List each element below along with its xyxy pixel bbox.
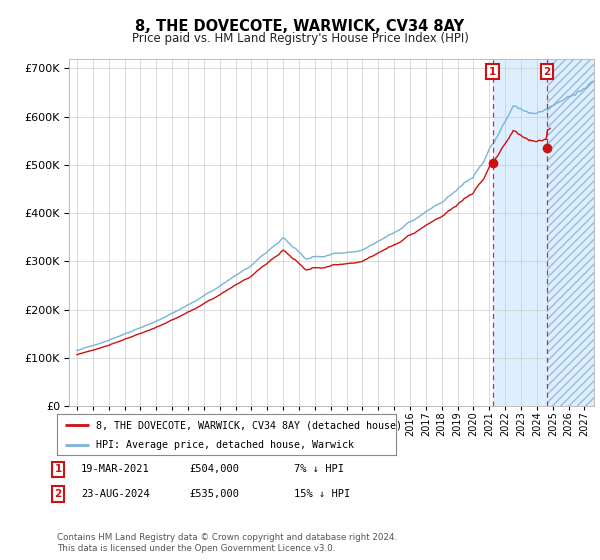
Text: Contains HM Land Registry data © Crown copyright and database right 2024.: Contains HM Land Registry data © Crown c… xyxy=(57,533,397,542)
Text: 1: 1 xyxy=(55,464,62,474)
Text: 8, THE DOVECOTE, WARWICK, CV34 8AY: 8, THE DOVECOTE, WARWICK, CV34 8AY xyxy=(136,20,464,34)
Bar xyxy=(493,59,594,406)
Text: 23-AUG-2024: 23-AUG-2024 xyxy=(81,489,150,499)
Text: 15% ↓ HPI: 15% ↓ HPI xyxy=(294,489,350,499)
Text: 2: 2 xyxy=(55,489,62,499)
Text: 19-MAR-2021: 19-MAR-2021 xyxy=(81,464,150,474)
Text: £535,000: £535,000 xyxy=(189,489,239,499)
Text: £504,000: £504,000 xyxy=(189,464,239,474)
Text: This data is licensed under the Open Government Licence v3.0.: This data is licensed under the Open Gov… xyxy=(57,544,335,553)
Bar xyxy=(547,54,594,406)
Text: 1: 1 xyxy=(489,67,496,77)
Text: HPI: Average price, detached house, Warwick: HPI: Average price, detached house, Warw… xyxy=(96,440,354,450)
Text: 2: 2 xyxy=(544,67,551,77)
Text: Price paid vs. HM Land Registry's House Price Index (HPI): Price paid vs. HM Land Registry's House … xyxy=(131,31,469,45)
Text: 7% ↓ HPI: 7% ↓ HPI xyxy=(294,464,344,474)
Text: 8, THE DOVECOTE, WARWICK, CV34 8AY (detached house): 8, THE DOVECOTE, WARWICK, CV34 8AY (deta… xyxy=(96,421,402,430)
